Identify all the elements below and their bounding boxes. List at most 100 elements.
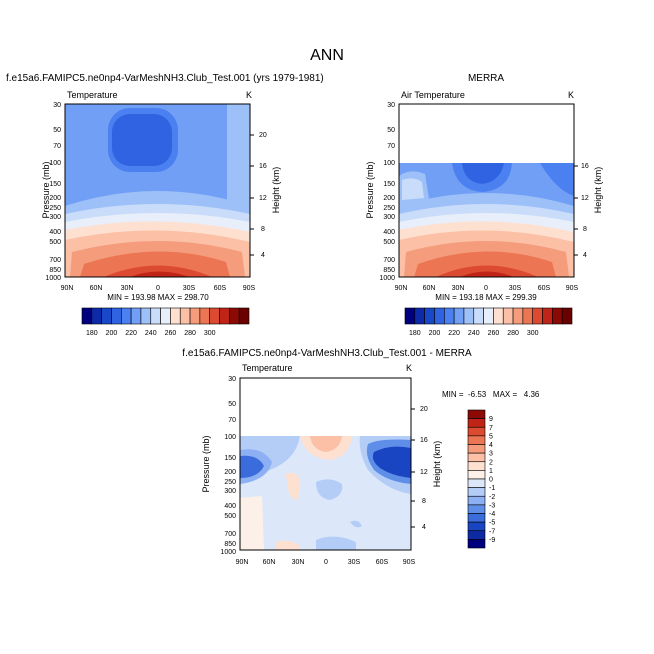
colorbar-swatch	[467, 426, 486, 437]
panel-merra-contours	[399, 104, 574, 277]
main-title: ANN	[310, 47, 344, 64]
tick-label: 20	[420, 406, 428, 413]
colorbar-swatch	[219, 307, 230, 325]
colorbar-swatch	[522, 307, 534, 325]
colorbar-swatch	[91, 307, 102, 325]
tick-label: 8	[261, 226, 265, 233]
tick-label: 8	[422, 498, 426, 505]
colorbar-swatch	[170, 307, 181, 325]
tick-label: 850	[224, 541, 236, 548]
tick-label: 250	[49, 205, 61, 212]
tick-label: 90S	[566, 285, 579, 292]
tick-label: 700	[224, 531, 236, 538]
panel-model-y2-ticks: 20 16 12 8 4	[259, 132, 267, 259]
colorbar-swatch	[502, 307, 514, 325]
tick-label: 150	[383, 181, 395, 188]
tick-label: 90S	[243, 285, 256, 292]
colorbar-swatch	[467, 444, 486, 454]
tick-label: 300	[49, 214, 61, 221]
colorbar-swatch	[532, 307, 543, 325]
panel-model: f.e15a6.FAMIPC5.ne0np4-VarMeshNH3.Club_T…	[6, 73, 324, 302]
colorbar-swatch	[81, 307, 93, 325]
colorbar-label: 280	[507, 330, 519, 337]
panel-diff-title: f.e15a6.FAMIPC5.ne0np4-VarMeshNH3.Club_T…	[182, 348, 472, 359]
tick-label: 700	[49, 257, 61, 264]
tick-label: 30S	[509, 285, 522, 292]
tick-label: 0	[484, 285, 488, 292]
tick-label: 150	[224, 455, 236, 462]
colorbar-swatch	[453, 307, 465, 325]
panel-model-y2label: Height (km)	[271, 167, 281, 214]
colorbar-swatch	[229, 307, 240, 325]
tick-label: 60S	[538, 285, 551, 292]
panel-merra-ylabel: Pressure (mb)	[365, 161, 375, 218]
colorbar-label: 280	[184, 330, 196, 337]
colorbar-swatch	[467, 530, 486, 540]
tick-label: 70	[228, 417, 236, 424]
colorbar-label: 300	[204, 330, 216, 337]
tick-label: 300	[383, 214, 395, 221]
colorbar-swatch	[101, 307, 112, 325]
colorbar-label: 9	[489, 416, 493, 423]
tick-label: 90N	[61, 285, 74, 292]
colorbar-label: 260	[165, 330, 177, 337]
tick-label: 60N	[423, 285, 436, 292]
panel-model-title: f.e15a6.FAMIPC5.ne0np4-VarMeshNH3.Club_T…	[6, 73, 324, 84]
tick-label: 100	[224, 434, 236, 441]
colorbar-label: -1	[489, 485, 495, 492]
tick-label: 150	[49, 181, 61, 188]
tick-label: 30	[228, 376, 236, 383]
tick-label: 0	[324, 559, 328, 566]
tick-label: 50	[228, 401, 236, 408]
colorbar-swatch	[130, 307, 142, 325]
tick-label: 250	[224, 479, 236, 486]
colorbar-swatch	[189, 307, 201, 325]
colorbar-swatch	[467, 513, 486, 523]
colorbar-swatch	[467, 409, 486, 419]
colorbar-label: 200	[106, 330, 118, 337]
colorbar-swatch	[467, 539, 486, 549]
panel-diff-y-ticks: 30 50 70 100 150 200 250 300 400 500 700…	[220, 376, 236, 556]
tick-label: 12	[420, 469, 428, 476]
tick-label: 1000	[379, 275, 395, 282]
tick-label: 300	[224, 488, 236, 495]
tick-label: 60N	[90, 285, 103, 292]
colorbar-swatch	[467, 452, 486, 463]
tick-label: 100	[49, 160, 61, 167]
colorbar-swatch	[199, 307, 211, 325]
tick-label: 90N	[395, 285, 408, 292]
panel-model-units: K	[246, 90, 252, 100]
colorbar-swatch	[238, 307, 250, 325]
tick-label: 60S	[376, 559, 389, 566]
tick-label: 850	[383, 267, 395, 274]
panel-merra-x-ticks: 90N 60N 30N 0 30S 60S 90S	[395, 285, 579, 292]
tick-label: 8	[583, 226, 587, 233]
tick-label: 30S	[183, 285, 196, 292]
colorbar-swatch	[179, 307, 191, 325]
colorbar-label: 0	[489, 477, 493, 484]
colorbar-swatch	[209, 307, 220, 325]
panel-diff-variable: Temperature	[242, 363, 293, 373]
panel-model-ylabel: Pressure (mb)	[41, 161, 51, 218]
colorbar-swatch	[467, 418, 486, 428]
panel-model-y-ticks: 30 50 70 100 150 200 250 300 400 500 700…	[45, 102, 61, 282]
tick-label: 400	[224, 503, 236, 510]
panel-merra-y-ticks: 30 50 70 100 150 200 250 300 400 500 700…	[379, 102, 395, 282]
panel-model-variable: Temperature	[67, 90, 118, 100]
colorbar-swatch	[443, 307, 455, 325]
colorbar-swatch	[467, 470, 486, 480]
tick-label: 12	[581, 195, 589, 202]
colorbar-swatch	[404, 307, 416, 325]
tick-label: 30	[53, 102, 61, 109]
colorbar-label: 2	[489, 459, 493, 466]
colorbar-swatch	[463, 307, 475, 325]
colorbar-label: 180	[409, 330, 421, 337]
colorbar-merra: 180 200 220 240 260 280 300	[404, 307, 573, 337]
panel-diff-stats: MIN = -6.53 MAX = 4.36	[442, 390, 540, 399]
tick-label: 1000	[220, 549, 236, 556]
tick-label: 4	[261, 252, 265, 259]
colorbar-label: 180	[86, 330, 98, 337]
panel-diff-y2-ticks: 20 16 12 8 4	[420, 406, 428, 531]
panel-diff-y2label: Height (km)	[432, 441, 442, 488]
panel-diff-contours	[240, 378, 411, 550]
